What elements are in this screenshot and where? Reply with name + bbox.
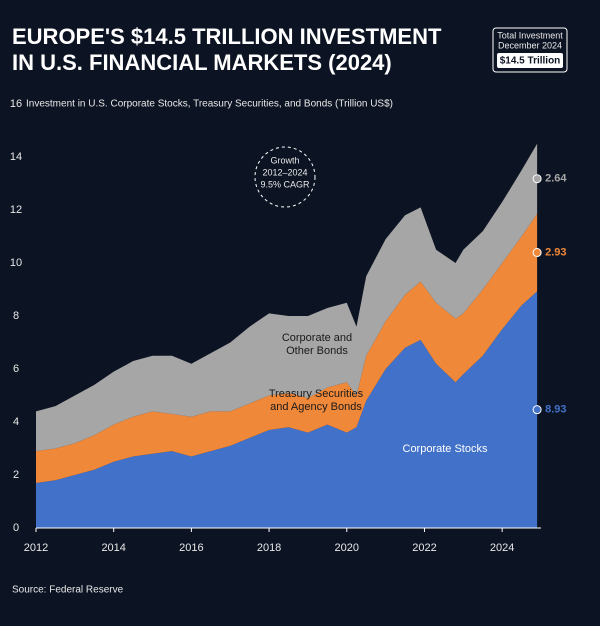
source: Source: Federal Reserve	[12, 585, 124, 596]
x-tick-label: 2022	[412, 542, 436, 554]
value-label: 2.64	[545, 173, 567, 185]
x-tick-label: 2016	[179, 542, 203, 554]
end-marker	[532, 248, 542, 258]
y-tick-label: 0	[13, 522, 19, 534]
total-box-value: $14.5 Trillion	[500, 56, 561, 67]
annotation: Growth	[270, 155, 299, 165]
title-line: EUROPE'S $14.5 TRILLION INVESTMENT	[12, 24, 442, 49]
end-marker	[532, 174, 542, 184]
end-marker	[532, 405, 542, 415]
area	[36, 143, 538, 452]
y-tick-label: 10	[10, 257, 22, 269]
x-tick-label: 2020	[335, 542, 359, 554]
annotation: 2012–2024	[262, 167, 307, 177]
y-tick-label: 2	[13, 469, 19, 481]
x-tick-label: 2024	[490, 542, 514, 554]
annotation: 9.5% CAGR	[260, 179, 310, 189]
y-axis-label: Investment in U.S. Corporate Stocks, Tre…	[26, 99, 393, 110]
x-tick-label: 2012	[24, 542, 48, 554]
x-tick-label: 2018	[257, 542, 281, 554]
annotation-circle	[254, 146, 316, 208]
total-box	[492, 27, 568, 73]
title-line: IN U.S. FINANCIAL MARKETS (2024)	[12, 50, 392, 75]
y-tick-label: 4	[13, 416, 19, 428]
y-tick-label: 6	[13, 363, 19, 375]
x-tick-label: 2014	[101, 542, 125, 554]
total-box-line: December 2024	[498, 40, 562, 50]
series-label: Corporate and Other Bonds	[281, 332, 353, 357]
y-tick-label: 8	[13, 310, 19, 322]
total-box-value-bg	[497, 53, 563, 68]
y-tick-label: 16	[10, 98, 22, 110]
y-tick-label: 14	[10, 151, 22, 163]
area	[36, 291, 538, 528]
series-label: Treasury Securities and Agency Bonds	[268, 388, 364, 413]
series-label: Corporate Stocks	[402, 443, 488, 455]
value-label: 8.93	[545, 404, 566, 416]
total-box-line: Total Investment	[497, 30, 563, 40]
area	[36, 213, 538, 483]
value-label: 2.93	[545, 246, 566, 258]
y-tick-label: 12	[10, 204, 22, 216]
